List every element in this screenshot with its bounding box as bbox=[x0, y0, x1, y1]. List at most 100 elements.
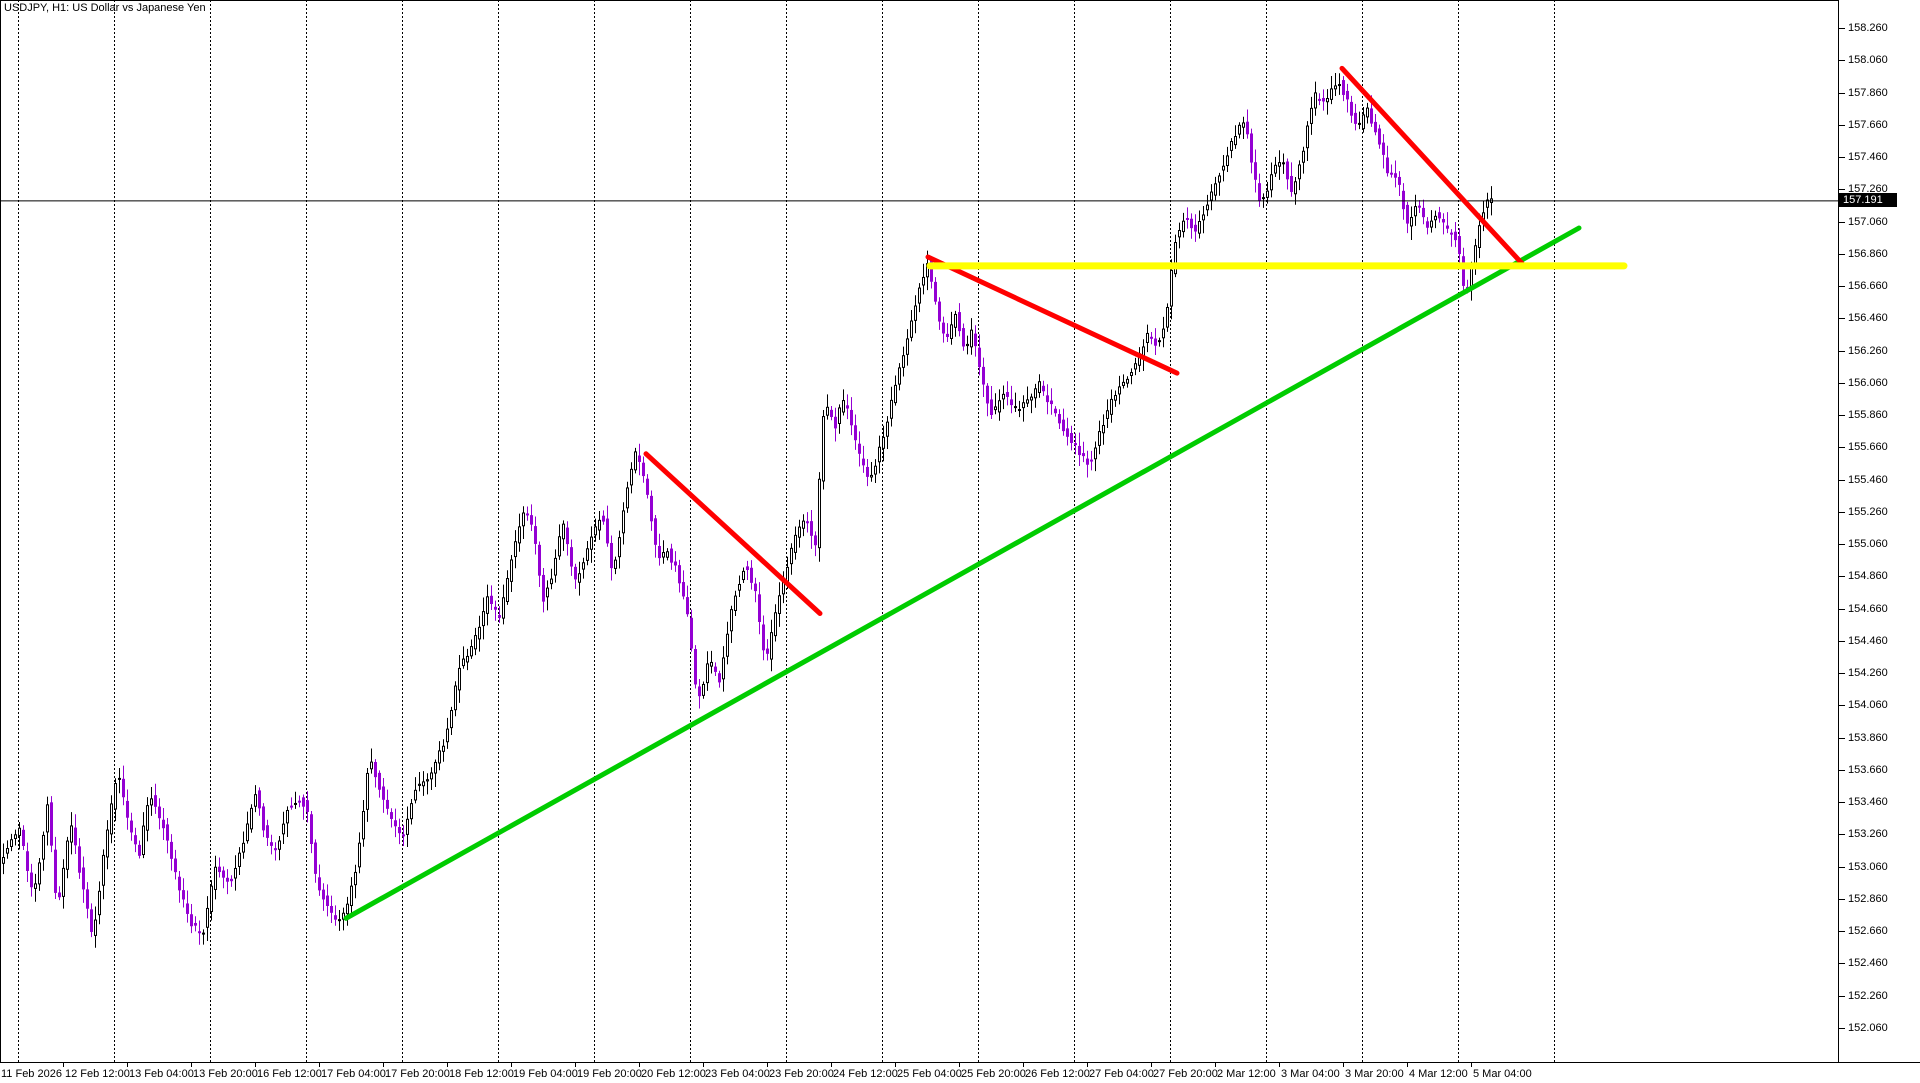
price-axis-tick bbox=[1839, 737, 1845, 739]
price-axis-tick bbox=[1839, 286, 1845, 288]
price-axis-label: 154.660 bbox=[1848, 602, 1888, 615]
candlestick-series bbox=[2, 73, 1493, 948]
price-axis-tick bbox=[1839, 318, 1845, 320]
price-axis-tick bbox=[1839, 92, 1845, 94]
time-axis-label: 26 Feb 12:00 bbox=[1025, 1068, 1090, 1080]
price-axis-label: 156.060 bbox=[1848, 376, 1888, 389]
time-axis-tick bbox=[63, 1063, 64, 1067]
time-axis-label: 3 Mar 04:00 bbox=[1281, 1068, 1340, 1080]
price-axis-tick bbox=[1839, 1028, 1845, 1029]
time-axis-tick bbox=[1471, 1063, 1472, 1067]
price-axis-label: 157.660 bbox=[1848, 118, 1888, 131]
price-axis-tick bbox=[1839, 124, 1845, 126]
time-axis-label: 19 Feb 04:00 bbox=[513, 1068, 578, 1080]
price-axis-tick bbox=[1839, 415, 1845, 417]
price-axis-tick bbox=[1839, 576, 1845, 578]
time-axis-label: 16 Feb 12:00 bbox=[257, 1068, 322, 1080]
price-axis-tick bbox=[1839, 673, 1845, 675]
time-axis-tick bbox=[255, 1063, 256, 1067]
price-axis-label: 155.260 bbox=[1848, 505, 1888, 518]
trendline-resistance-red-3[interactable] bbox=[1339, 65, 1525, 266]
price-axis-label: 156.460 bbox=[1848, 312, 1888, 325]
plot-border-right bbox=[1838, 0, 1839, 1062]
price-axis-label: 154.260 bbox=[1848, 667, 1888, 680]
time-axis-tick bbox=[1407, 1063, 1408, 1067]
price-axis-label: 156.260 bbox=[1848, 344, 1888, 357]
time-axis-label: 19 Feb 20:00 bbox=[577, 1068, 642, 1080]
time-axis-tick bbox=[1343, 1063, 1344, 1067]
candlestick-chart[interactable] bbox=[0, 0, 1838, 1062]
time-axis-label: 3 Mar 20:00 bbox=[1345, 1068, 1404, 1080]
time-axis-label: 23 Feb 20:00 bbox=[769, 1068, 834, 1080]
time-axis-tick bbox=[959, 1063, 960, 1067]
time-axis-label: 25 Feb 20:00 bbox=[961, 1068, 1026, 1080]
time-axis-label: 18 Feb 12:00 bbox=[449, 1068, 514, 1080]
time-axis-label: 25 Feb 04:00 bbox=[897, 1068, 962, 1080]
price-axis-tick bbox=[1839, 608, 1845, 610]
price-axis-tick bbox=[1839, 350, 1845, 352]
time-axis-tick bbox=[767, 1063, 768, 1067]
price-axis-tick bbox=[1839, 802, 1845, 804]
price-axis-label: 153.660 bbox=[1848, 763, 1888, 776]
trendline-resistance-red-2[interactable] bbox=[925, 254, 1180, 376]
price-axis-label: 158.060 bbox=[1848, 54, 1888, 67]
price-axis-tick bbox=[1839, 221, 1845, 223]
price-axis-label: 153.860 bbox=[1848, 731, 1888, 744]
price-axis-label: 156.660 bbox=[1848, 280, 1888, 293]
time-axis-label: 5 Mar 04:00 bbox=[1473, 1068, 1532, 1080]
plot-border-left bbox=[0, 0, 1, 1062]
price-axis-tick bbox=[1839, 253, 1845, 255]
price-axis-tick bbox=[1839, 447, 1845, 449]
time-axis-tick bbox=[639, 1063, 640, 1067]
price-axis-label: 154.060 bbox=[1848, 699, 1888, 712]
time-axis-label: 13 Feb 20:00 bbox=[193, 1068, 258, 1080]
axis-separator-line bbox=[0, 1062, 1920, 1063]
price-axis-label: 154.860 bbox=[1848, 570, 1888, 583]
price-axis-label: 153.060 bbox=[1848, 860, 1888, 873]
time-axis-tick bbox=[383, 1063, 384, 1067]
time-axis[interactable]: 11 Feb 2026 12 Feb 12:00 13 Feb 04:00 13 Fe… bbox=[0, 1063, 1920, 1083]
price-axis-label: 153.260 bbox=[1848, 828, 1888, 841]
price-axis[interactable]: 157.191 158.260 158.060 157.860 157.660 157.… bbox=[1839, 0, 1920, 1062]
time-axis-label: 27 Feb 04:00 bbox=[1089, 1068, 1154, 1080]
time-axis-tick bbox=[831, 1063, 832, 1067]
price-axis-tick bbox=[1839, 157, 1845, 159]
price-axis-label: 152.860 bbox=[1848, 892, 1888, 905]
price-axis-label: 152.460 bbox=[1848, 957, 1888, 970]
trendline-resistance-red-1[interactable] bbox=[643, 451, 823, 616]
price-axis-label: 152.260 bbox=[1848, 989, 1888, 1002]
time-axis-tick bbox=[703, 1063, 704, 1067]
time-axis-label: 17 Feb 04:00 bbox=[321, 1068, 386, 1080]
time-axis-tick bbox=[319, 1063, 320, 1067]
time-axis-tick bbox=[191, 1063, 192, 1067]
time-axis-label: 13 Feb 04:00 bbox=[129, 1068, 194, 1080]
trendline-support-green[interactable] bbox=[343, 225, 1582, 921]
time-axis-tick bbox=[895, 1063, 896, 1067]
chart-title: USDJPY, H1: US Dollar vs Japanese Yen bbox=[4, 2, 206, 14]
time-axis-label: 20 Feb 12:00 bbox=[641, 1068, 706, 1080]
time-axis-tick bbox=[511, 1063, 512, 1067]
price-axis-tick bbox=[1839, 898, 1845, 900]
price-axis-label: 153.460 bbox=[1848, 796, 1888, 809]
price-axis-tick bbox=[1839, 705, 1845, 707]
price-axis-label: 155.860 bbox=[1848, 409, 1888, 422]
price-axis-tick bbox=[1839, 382, 1845, 384]
price-axis-tick bbox=[1839, 60, 1845, 62]
price-axis-tick bbox=[1839, 963, 1845, 965]
price-axis-tick bbox=[1839, 769, 1845, 771]
price-axis-tick bbox=[1839, 834, 1845, 836]
time-axis-label: 27 Feb 20:00 bbox=[1153, 1068, 1218, 1080]
price-axis-tick bbox=[1839, 28, 1845, 29]
price-axis-label: 156.860 bbox=[1848, 247, 1888, 260]
time-axis-label: 17 Feb 20:00 bbox=[385, 1068, 450, 1080]
price-axis-tick bbox=[1839, 189, 1845, 191]
price-axis-label: 157.060 bbox=[1848, 215, 1888, 228]
time-axis-tick bbox=[575, 1063, 576, 1067]
time-axis-tick bbox=[447, 1063, 448, 1067]
price-axis-tick bbox=[1839, 995, 1845, 997]
price-axis-label: 154.460 bbox=[1848, 634, 1888, 647]
price-axis-tick bbox=[1839, 640, 1845, 642]
plot-border-top bbox=[0, 0, 1838, 1]
price-axis-label: 152.660 bbox=[1848, 925, 1888, 938]
